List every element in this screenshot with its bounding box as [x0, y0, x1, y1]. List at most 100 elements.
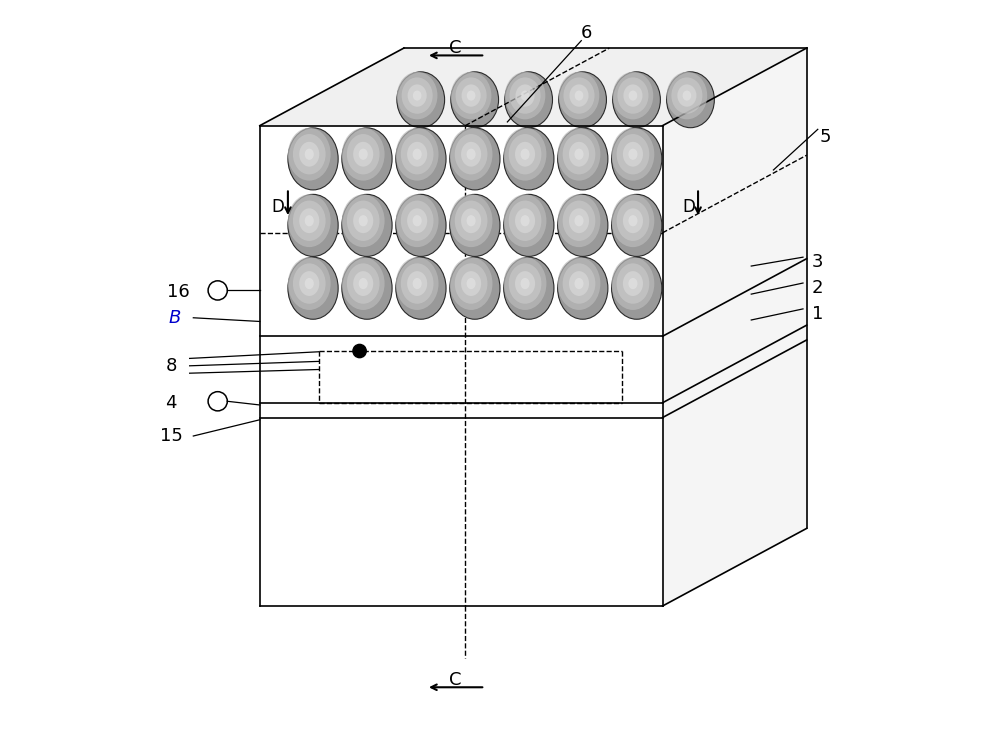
- Ellipse shape: [515, 208, 535, 233]
- Circle shape: [353, 344, 366, 358]
- Ellipse shape: [397, 72, 437, 119]
- Ellipse shape: [342, 257, 392, 319]
- Ellipse shape: [558, 194, 600, 247]
- Ellipse shape: [461, 208, 481, 233]
- Ellipse shape: [515, 142, 535, 166]
- Ellipse shape: [671, 78, 702, 114]
- Ellipse shape: [342, 128, 392, 190]
- Text: 5: 5: [819, 128, 831, 146]
- Ellipse shape: [288, 128, 338, 190]
- Ellipse shape: [574, 278, 584, 289]
- Ellipse shape: [305, 149, 314, 160]
- Text: C: C: [449, 39, 462, 57]
- Ellipse shape: [563, 200, 595, 241]
- Ellipse shape: [612, 257, 662, 319]
- Ellipse shape: [467, 215, 476, 226]
- Ellipse shape: [612, 257, 654, 310]
- Ellipse shape: [623, 208, 643, 233]
- Text: 1: 1: [812, 305, 823, 323]
- Ellipse shape: [396, 257, 446, 319]
- Ellipse shape: [353, 208, 373, 233]
- Ellipse shape: [613, 72, 653, 119]
- Ellipse shape: [628, 215, 637, 226]
- Ellipse shape: [342, 257, 385, 310]
- Ellipse shape: [408, 84, 427, 106]
- Ellipse shape: [617, 263, 649, 304]
- Ellipse shape: [504, 128, 546, 180]
- Ellipse shape: [510, 78, 541, 114]
- Ellipse shape: [467, 278, 476, 289]
- Ellipse shape: [299, 271, 319, 296]
- Ellipse shape: [450, 257, 492, 310]
- Ellipse shape: [558, 257, 600, 310]
- Ellipse shape: [467, 91, 475, 101]
- Ellipse shape: [288, 257, 338, 319]
- Ellipse shape: [342, 194, 392, 256]
- Ellipse shape: [558, 128, 608, 190]
- Ellipse shape: [413, 278, 422, 289]
- Ellipse shape: [407, 271, 427, 296]
- Ellipse shape: [288, 128, 331, 180]
- Ellipse shape: [612, 194, 662, 256]
- Ellipse shape: [623, 84, 642, 106]
- Text: 4: 4: [165, 394, 177, 412]
- Ellipse shape: [299, 208, 319, 233]
- Ellipse shape: [623, 142, 643, 166]
- Ellipse shape: [504, 194, 554, 256]
- Ellipse shape: [407, 142, 427, 166]
- Ellipse shape: [305, 215, 314, 226]
- Ellipse shape: [455, 134, 487, 174]
- Ellipse shape: [509, 134, 541, 174]
- Ellipse shape: [455, 200, 487, 241]
- Ellipse shape: [342, 128, 385, 180]
- Ellipse shape: [569, 208, 589, 233]
- Ellipse shape: [617, 200, 649, 241]
- Ellipse shape: [563, 134, 595, 174]
- Ellipse shape: [575, 91, 583, 101]
- Ellipse shape: [359, 278, 368, 289]
- Ellipse shape: [293, 134, 326, 174]
- Ellipse shape: [612, 128, 662, 190]
- Ellipse shape: [677, 84, 696, 106]
- Ellipse shape: [342, 194, 385, 247]
- Ellipse shape: [505, 72, 553, 128]
- Ellipse shape: [450, 194, 492, 247]
- Ellipse shape: [461, 142, 481, 166]
- Ellipse shape: [505, 72, 545, 119]
- Ellipse shape: [612, 194, 654, 247]
- Ellipse shape: [451, 72, 491, 119]
- Ellipse shape: [288, 194, 331, 247]
- Ellipse shape: [628, 149, 637, 160]
- Ellipse shape: [509, 263, 541, 304]
- Ellipse shape: [521, 91, 529, 101]
- Ellipse shape: [407, 208, 427, 233]
- Text: D: D: [272, 198, 285, 216]
- Polygon shape: [260, 48, 807, 126]
- Ellipse shape: [569, 271, 589, 296]
- Text: 6: 6: [581, 24, 592, 42]
- Ellipse shape: [558, 128, 600, 180]
- Ellipse shape: [455, 263, 487, 304]
- Ellipse shape: [359, 215, 368, 226]
- Ellipse shape: [612, 128, 654, 180]
- Ellipse shape: [558, 194, 608, 256]
- Ellipse shape: [396, 257, 439, 310]
- Ellipse shape: [456, 78, 487, 114]
- Ellipse shape: [629, 91, 637, 101]
- Ellipse shape: [563, 78, 595, 114]
- Ellipse shape: [413, 91, 421, 101]
- Ellipse shape: [461, 271, 481, 296]
- Ellipse shape: [628, 278, 637, 289]
- Ellipse shape: [396, 128, 439, 180]
- Polygon shape: [663, 48, 807, 606]
- Ellipse shape: [623, 271, 643, 296]
- Ellipse shape: [413, 215, 422, 226]
- Ellipse shape: [667, 72, 707, 119]
- Ellipse shape: [574, 215, 584, 226]
- Ellipse shape: [347, 200, 380, 241]
- Ellipse shape: [397, 72, 445, 128]
- Ellipse shape: [569, 142, 589, 166]
- Ellipse shape: [515, 271, 535, 296]
- Ellipse shape: [617, 78, 648, 114]
- Ellipse shape: [504, 257, 554, 319]
